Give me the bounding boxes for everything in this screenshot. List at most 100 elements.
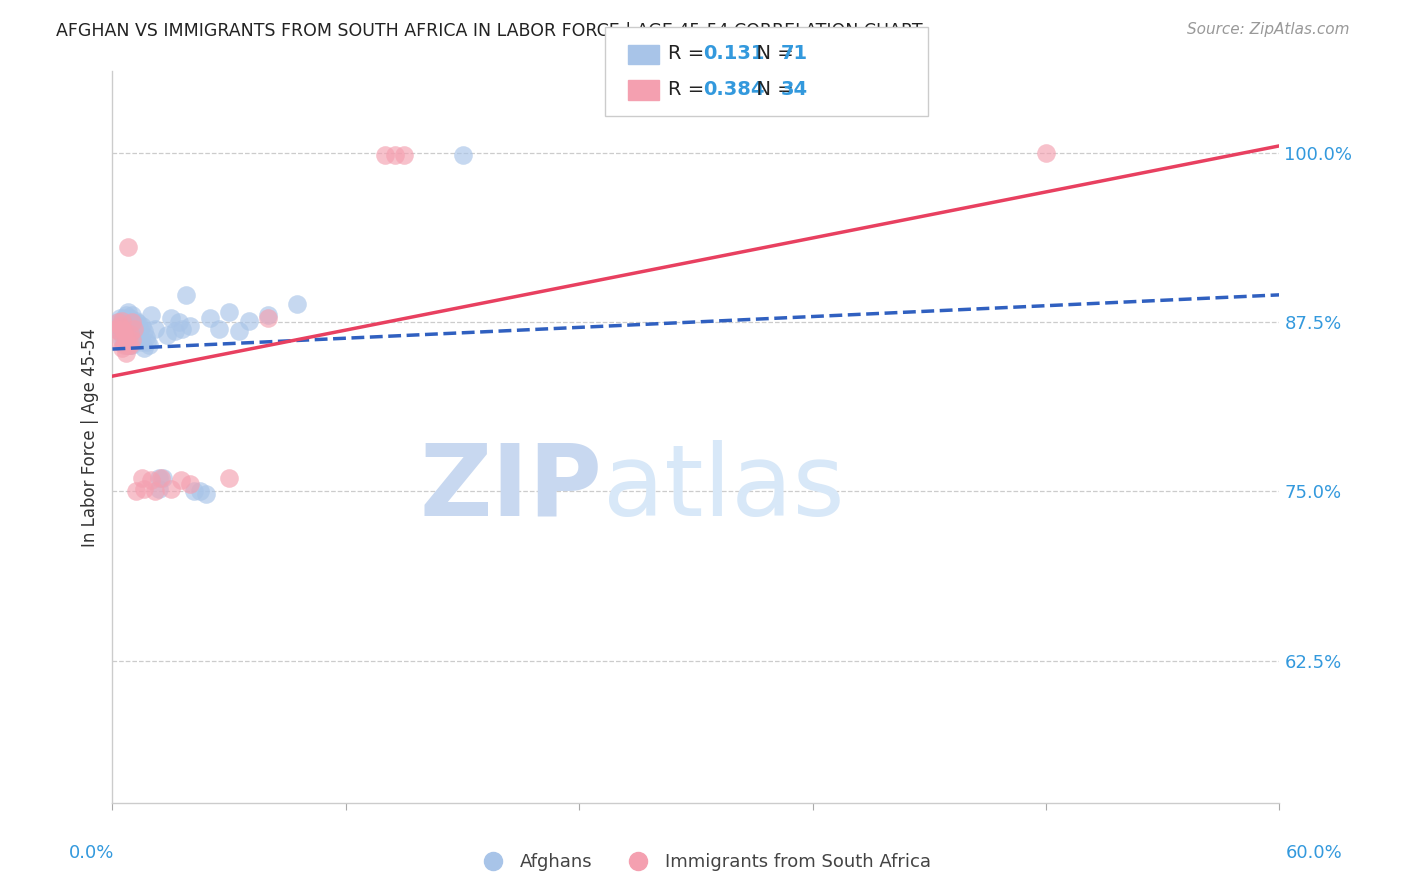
Point [148, 471, 170, 485]
Text: atlas: atlas [603, 440, 844, 537]
Point [112, 318, 135, 333]
Point [384, 148, 406, 162]
Point [117, 313, 139, 327]
Point [194, 487, 217, 501]
Point [110, 310, 132, 325]
Point [135, 330, 157, 344]
Point [169, 474, 191, 488]
Point [115, 313, 138, 327]
Point [107, 322, 129, 336]
Point [110, 318, 132, 333]
Point [127, 333, 149, 347]
Point [374, 148, 396, 162]
Point [131, 471, 153, 485]
Point [132, 325, 155, 339]
Point [228, 325, 250, 339]
Point [238, 313, 260, 327]
Point [121, 333, 143, 347]
Point [218, 471, 240, 485]
Point [394, 148, 416, 162]
Text: 60.0%: 60.0% [1286, 844, 1343, 862]
Point [132, 482, 155, 496]
Y-axis label: In Labor Force | Age 45-54: In Labor Force | Age 45-54 [80, 327, 98, 547]
Point [188, 484, 211, 499]
Text: N =: N = [744, 44, 800, 63]
Point [163, 325, 186, 339]
Point [105, 322, 128, 336]
Point [125, 484, 148, 499]
Point [107, 315, 129, 329]
Point [208, 322, 231, 336]
Text: R =: R = [668, 44, 717, 63]
Point [110, 318, 132, 333]
Point [115, 308, 138, 322]
Point [218, 305, 240, 319]
Point [110, 325, 132, 339]
Point [183, 484, 205, 499]
Point [115, 325, 138, 339]
Point [110, 335, 132, 350]
Point [152, 471, 174, 485]
Point [118, 338, 141, 352]
Point [112, 335, 135, 350]
Point [117, 338, 139, 352]
Text: 0.0%: 0.0% [69, 844, 114, 862]
Point [167, 315, 190, 329]
Point [107, 315, 129, 329]
Point [115, 330, 138, 344]
Point [451, 148, 474, 162]
Point [111, 327, 134, 342]
Point [118, 310, 141, 325]
Point [138, 338, 160, 352]
Point [122, 322, 145, 336]
Text: Source: ZipAtlas.com: Source: ZipAtlas.com [1187, 22, 1350, 37]
Point [118, 327, 141, 342]
Text: AFGHAN VS IMMIGRANTS FROM SOUTH AFRICA IN LABOR FORCE | AGE 45-54 CORRELATION CH: AFGHAN VS IMMIGRANTS FROM SOUTH AFRICA I… [56, 22, 922, 40]
Text: R =: R = [668, 79, 717, 99]
Point [1035, 145, 1057, 160]
Point [156, 328, 179, 343]
Point [143, 484, 166, 499]
Point [112, 330, 135, 344]
Point [150, 471, 173, 485]
Point [176, 288, 198, 302]
Point [122, 328, 145, 343]
Point [136, 335, 159, 350]
Point [141, 308, 163, 322]
Point [128, 322, 150, 336]
Point [112, 310, 135, 325]
Point [121, 315, 143, 329]
Text: 71: 71 [780, 44, 807, 63]
Point [257, 308, 280, 322]
Point [115, 318, 138, 333]
Point [117, 322, 139, 336]
Text: 34: 34 [780, 79, 807, 99]
Point [160, 310, 183, 325]
Point [112, 325, 135, 339]
Point [111, 322, 134, 336]
Point [257, 310, 280, 325]
Point [111, 313, 134, 327]
Point [143, 322, 166, 336]
Point [117, 330, 139, 344]
Point [118, 338, 141, 352]
Point [111, 333, 134, 347]
Point [121, 338, 143, 352]
Point [160, 482, 183, 496]
Legend: Afghans, Immigrants from South Africa: Afghans, Immigrants from South Africa [468, 847, 938, 879]
Point [172, 322, 194, 336]
Point [121, 308, 143, 322]
Point [125, 330, 148, 344]
Point [121, 318, 143, 333]
Point [179, 318, 201, 333]
Point [117, 338, 139, 352]
Text: 0.131: 0.131 [703, 44, 765, 63]
Point [117, 305, 139, 319]
Point [112, 338, 135, 352]
Point [125, 313, 148, 327]
Point [118, 330, 141, 344]
Point [111, 322, 134, 336]
Point [141, 474, 163, 488]
Point [115, 338, 138, 352]
Point [285, 297, 308, 311]
